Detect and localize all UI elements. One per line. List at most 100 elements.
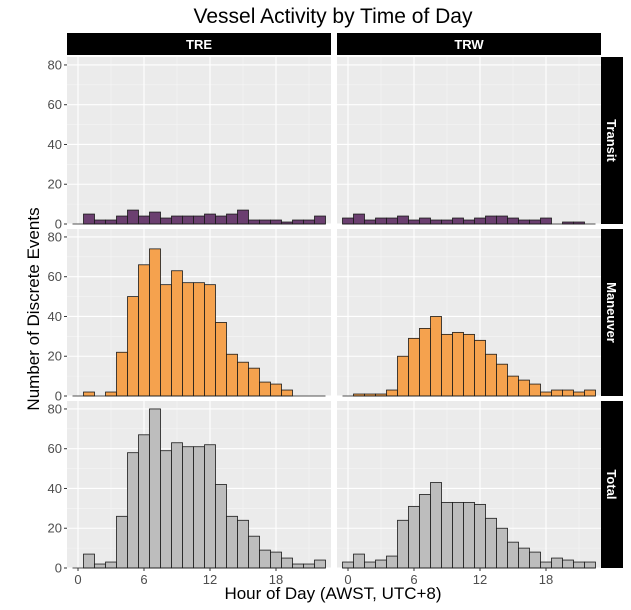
histogram-bar: [105, 561, 117, 569]
panel-background: [67, 57, 331, 224]
histogram-bar: [116, 215, 128, 225]
y-tick-label: 0: [55, 561, 62, 576]
panel-tre-maneuver: 0 20 40 60 80: [48, 229, 331, 404]
histogram-bar: [485, 215, 497, 225]
histogram-bar: [397, 519, 409, 569]
chart-title: Vessel Activity by Time of Day: [194, 5, 473, 28]
histogram-bar: [397, 355, 409, 397]
histogram-bar: [485, 353, 497, 397]
y-tick-label: 40: [48, 137, 62, 152]
y-axis-title: Number of Discrete Events: [24, 207, 43, 410]
histogram-bar: [386, 217, 398, 225]
histogram-bar: [149, 408, 161, 569]
x-tick-label: 12: [203, 572, 217, 587]
histogram-bar: [353, 213, 365, 225]
x-tick-label: 18: [269, 572, 283, 587]
histogram-bar: [452, 331, 464, 397]
histogram-bar: [215, 484, 227, 569]
histogram-bar: [540, 217, 552, 225]
row-strip-background: [601, 229, 623, 396]
panels-layer: TRE TRWTransitManeuverTotal02040608002040…: [48, 33, 623, 587]
column-strip-tre: TRE: [67, 33, 331, 55]
histogram-bar: [314, 559, 326, 569]
histogram-bar: [193, 282, 205, 397]
histogram-bar: [182, 282, 194, 397]
x-tick-label: 18: [539, 572, 553, 587]
histogram-bar: [518, 547, 530, 569]
x-tick-label: 6: [410, 572, 417, 587]
histogram-bar: [270, 551, 282, 569]
histogram-bar: [149, 211, 161, 225]
histogram-bar: [364, 219, 376, 225]
histogram-bar: [270, 219, 282, 225]
row-strip-label: Total: [604, 469, 619, 499]
row-strip-maneuver: Maneuver: [601, 229, 623, 396]
panel-tre-total: 0 20 40 60 80 0 6 12 18: [48, 401, 331, 587]
histogram-bar: [94, 219, 106, 225]
histogram-bar: [292, 563, 304, 569]
histogram-bar: [562, 559, 574, 569]
histogram-bar: [204, 284, 216, 397]
histogram-bar: [529, 219, 541, 225]
x-tick-label: 0: [344, 572, 351, 587]
y-tick-label: 80: [48, 229, 62, 244]
histogram-bar: [430, 219, 442, 225]
y-tick-label: 40: [48, 309, 62, 324]
histogram-bar: [496, 215, 508, 225]
histogram-bar: [562, 389, 574, 397]
histogram-bar: [452, 501, 464, 569]
histogram-bar: [83, 553, 95, 569]
histogram-bar: [226, 515, 238, 569]
y-tick-label: 60: [48, 97, 62, 112]
y-tick-label: 20: [48, 349, 62, 364]
histogram-bar: [182, 446, 194, 569]
histogram-bar: [529, 551, 541, 569]
histogram-bar: [529, 383, 541, 397]
panel-trw-transit: [337, 57, 601, 225]
histogram-bar: [193, 446, 205, 569]
histogram-bar: [419, 217, 431, 225]
histogram-bar: [127, 209, 139, 225]
histogram-bar: [270, 383, 282, 397]
histogram-bar: [507, 541, 519, 569]
panel-trw-maneuver: [337, 229, 601, 397]
histogram-bar: [83, 213, 95, 225]
histogram-bar: [452, 217, 464, 225]
histogram-bar: [105, 391, 117, 397]
histogram-bar: [160, 284, 172, 397]
histogram-bar: [193, 215, 205, 225]
row-strip-background: [601, 401, 623, 568]
histogram-bar: [474, 217, 486, 225]
histogram-bar: [441, 333, 453, 397]
histogram-bar: [248, 367, 260, 397]
histogram-bar: [226, 213, 238, 225]
histogram-bar: [116, 515, 128, 569]
histogram-bar: [138, 215, 150, 225]
histogram-bar: [138, 264, 150, 397]
histogram-bar: [474, 339, 486, 397]
histogram-bar: [259, 219, 271, 225]
histogram-bar: [375, 559, 387, 569]
x-axis-title: Hour of Day (AWST, UTC+8): [224, 584, 441, 603]
column-strip-trw: TRW: [337, 33, 601, 55]
histogram-bar: [237, 361, 249, 397]
histogram-bar: [551, 557, 563, 569]
histogram-bar: [551, 389, 563, 397]
histogram-bar: [485, 517, 497, 569]
histogram-bar: [127, 452, 139, 569]
histogram-bar: [226, 353, 238, 397]
histogram-bar: [292, 219, 304, 225]
histogram-bar: [430, 316, 442, 397]
histogram-bar: [281, 557, 293, 569]
row-strip-transit: Transit: [601, 57, 623, 224]
histogram-bar: [83, 391, 95, 397]
histogram-bar: [127, 296, 139, 397]
histogram-bar: [171, 442, 183, 569]
histogram-bar: [138, 434, 150, 569]
histogram-bar: [496, 363, 508, 397]
histogram-bar: [94, 563, 106, 569]
histogram-bar: [441, 501, 453, 569]
histogram-bar: [105, 219, 117, 225]
column-strip-label: TRW: [454, 37, 484, 52]
